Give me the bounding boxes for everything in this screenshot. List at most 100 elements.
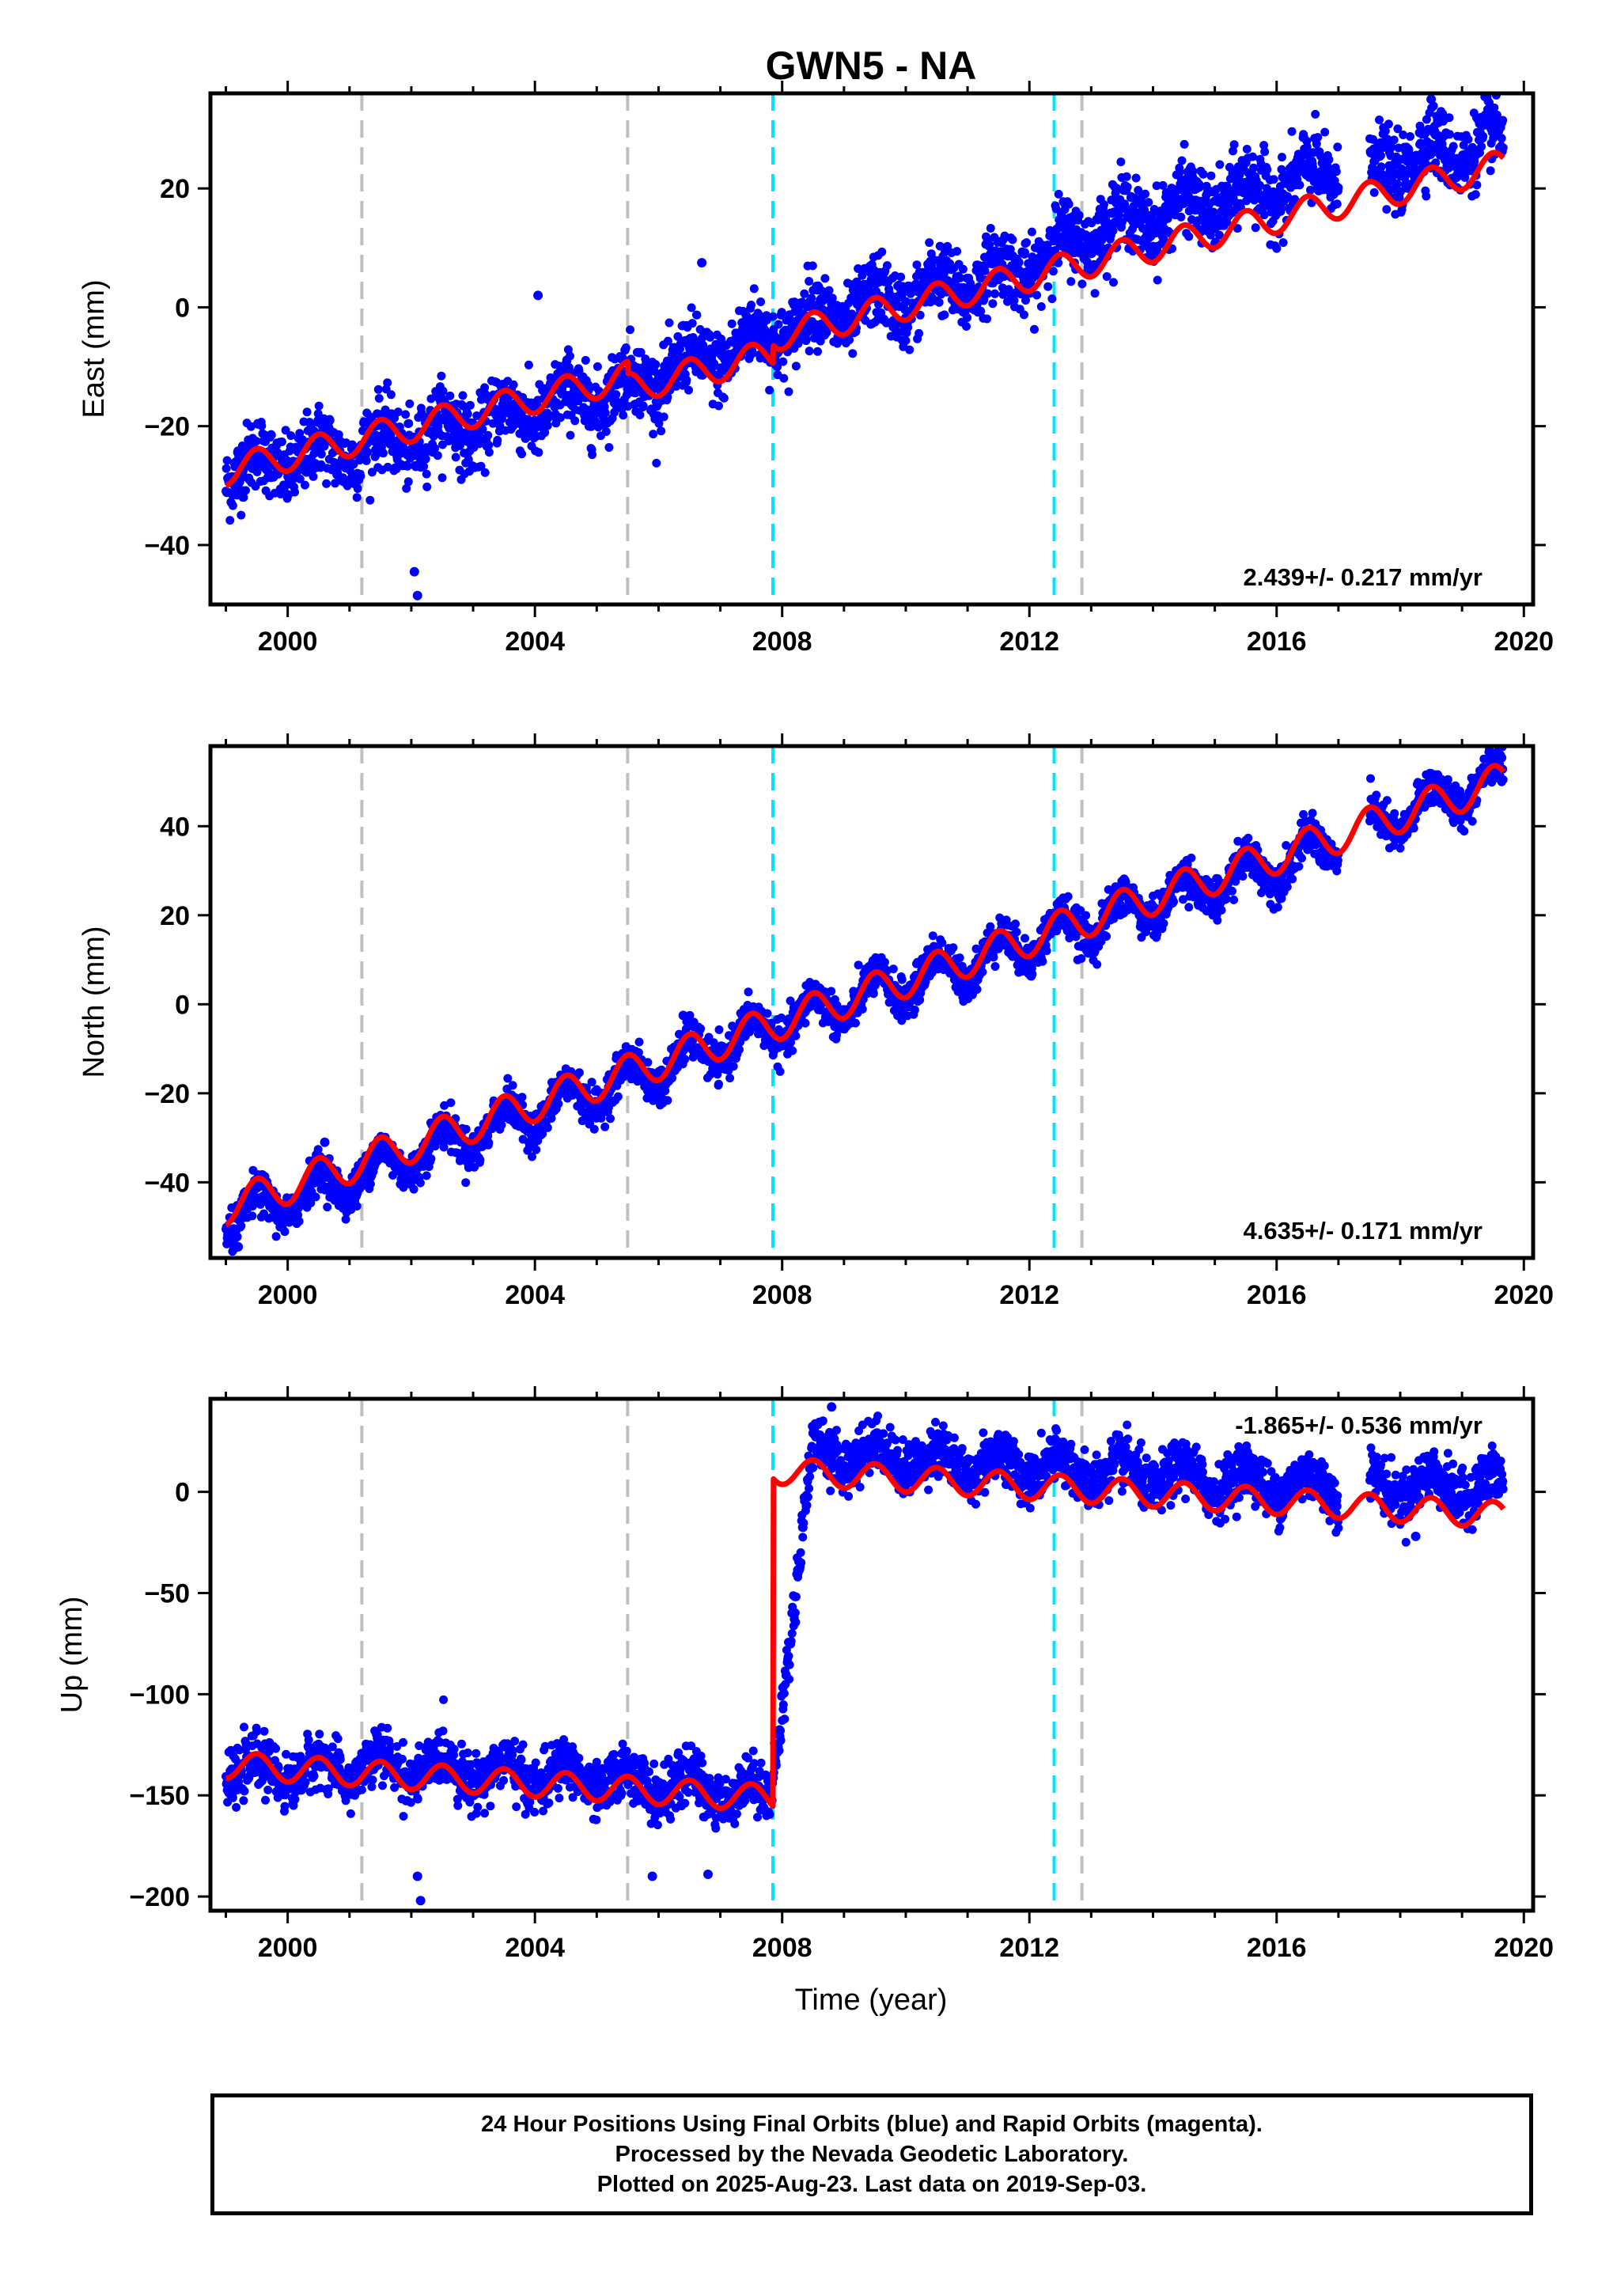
observation-point — [311, 1192, 320, 1202]
observation-point — [888, 964, 898, 974]
observation-point — [1311, 109, 1320, 119]
observation-point — [1320, 127, 1330, 137]
observation-point — [915, 310, 925, 320]
observation-point — [1415, 121, 1425, 131]
observation-point — [367, 468, 377, 477]
x-tick-label: 2004 — [505, 627, 565, 657]
observation-point — [228, 501, 237, 510]
observation-point — [983, 289, 993, 298]
observation-point — [509, 380, 518, 389]
observation-point — [621, 343, 630, 352]
observation-point — [914, 328, 924, 338]
observation-point — [543, 1123, 552, 1132]
observation-point — [912, 260, 922, 270]
observation-point — [589, 1124, 599, 1134]
observation-point — [727, 319, 737, 328]
observation-point — [1108, 226, 1118, 235]
observation-point — [983, 314, 992, 324]
observation-point — [896, 272, 906, 282]
observation-point — [419, 462, 429, 471]
model-curve-east — [223, 150, 1506, 489]
observation-point — [1116, 157, 1126, 167]
observation-point — [1032, 290, 1042, 300]
observation-point — [1396, 187, 1405, 196]
observation-point — [1332, 199, 1342, 209]
observation-point — [478, 425, 487, 434]
observation-point — [1272, 244, 1282, 253]
observation-point — [985, 240, 994, 249]
observation-point — [239, 493, 248, 502]
observation-point — [1333, 142, 1342, 152]
observation-point — [334, 430, 343, 439]
observation-point — [1054, 189, 1063, 199]
observation-point — [433, 451, 442, 460]
observation-point — [1036, 302, 1046, 311]
observation-point — [294, 1217, 304, 1226]
observation-point — [1043, 282, 1053, 291]
observation-point — [613, 1092, 623, 1101]
panel-north: 2000 2004 2008 2012 2016 2020−40−2002040North… — [78, 733, 1554, 1310]
observation-point — [295, 474, 305, 483]
observation-point — [1158, 180, 1168, 190]
observation-point — [461, 1178, 471, 1188]
observation-point — [869, 989, 878, 998]
observation-point — [483, 430, 493, 440]
y-axis-label: East (mm) — [78, 279, 111, 418]
observation-point — [1295, 180, 1305, 190]
observation-point — [805, 277, 814, 286]
observation-point — [306, 1199, 316, 1207]
observation-point — [820, 274, 830, 283]
observation-point — [252, 437, 261, 446]
observation-point — [807, 294, 816, 303]
observation-point — [612, 390, 621, 400]
observation-point — [1369, 135, 1378, 144]
observation-point — [883, 261, 892, 271]
observation-point — [1233, 224, 1242, 233]
observation-point — [989, 953, 998, 962]
x-tick-label: 2012 — [999, 627, 1059, 657]
outlier-point — [1426, 94, 1437, 104]
observation-point — [1134, 186, 1143, 195]
observation-point — [600, 408, 610, 418]
observation-point — [1097, 236, 1107, 244]
observation-point — [775, 1067, 785, 1076]
rate-label: 2.439+/- 0.217 mm/yr — [1244, 563, 1483, 591]
observation-point — [593, 362, 602, 371]
observation-point — [1389, 135, 1399, 145]
observation-point — [1051, 204, 1061, 214]
observation-point — [1209, 207, 1218, 217]
observation-point — [768, 312, 778, 321]
observation-point — [430, 444, 440, 453]
observation-point — [1129, 202, 1138, 210]
observation-point — [903, 323, 913, 332]
observation-point — [1229, 146, 1237, 156]
observation-point — [791, 362, 801, 371]
observation-point — [925, 238, 934, 248]
observation-point — [267, 430, 276, 440]
observation-point — [1376, 162, 1386, 172]
observation-point — [654, 419, 664, 428]
observation-point — [574, 396, 583, 406]
observation-point — [581, 355, 590, 365]
observation-point — [663, 1096, 672, 1105]
observation-point — [1198, 169, 1208, 179]
observation-point — [1492, 110, 1501, 119]
observation-point — [458, 391, 468, 400]
observation-point — [958, 264, 968, 274]
observation-point — [543, 421, 552, 430]
observation-point — [570, 416, 580, 426]
observation-point — [352, 493, 362, 502]
observation-point — [295, 429, 305, 438]
observation-point — [800, 289, 809, 298]
observation-point — [687, 319, 697, 328]
observation-point — [1486, 166, 1495, 176]
observation-point — [729, 1062, 738, 1071]
observation-point — [1369, 188, 1379, 197]
observation-point — [517, 1093, 527, 1102]
observation-point — [626, 325, 634, 335]
observation-point — [1114, 210, 1123, 220]
observation-point — [222, 456, 232, 465]
y-tick-label: −40 — [144, 531, 190, 561]
observation-point — [290, 487, 299, 497]
